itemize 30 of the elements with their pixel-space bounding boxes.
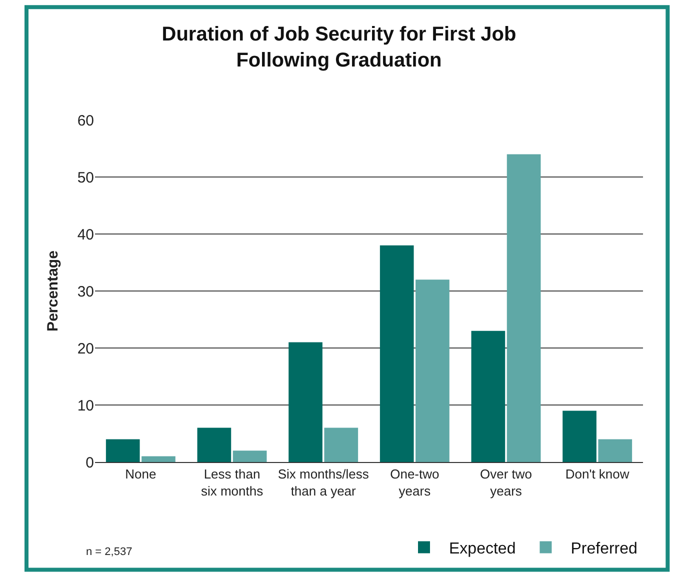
bar: [232, 450, 267, 462]
x-tick-label: Six months/less than a year: [278, 466, 370, 498]
bar: [598, 439, 632, 462]
legend-label: Preferred: [570, 540, 638, 558]
bar: [506, 154, 541, 462]
text: n = 2,537: [86, 546, 132, 558]
bar: [324, 428, 358, 462]
y-tick-label: 10: [77, 397, 94, 414]
legend-label: Expected: [449, 540, 516, 558]
y-tick-label: 60: [77, 112, 94, 130]
y-tick-label: 0: [86, 454, 94, 472]
y-tick-label: 40: [77, 226, 94, 244]
x-tick-label: Over two years: [480, 466, 532, 498]
x-tick-label: None: [125, 466, 156, 482]
bar: [562, 410, 596, 462]
x-tick-label: Don't know: [565, 466, 630, 482]
y-tick-label: 50: [77, 169, 94, 186]
bar: [197, 428, 232, 462]
y-tick-label: 20: [77, 340, 94, 358]
y-axis-title: Percentage: [44, 250, 62, 332]
bar: [416, 280, 450, 462]
bar: [106, 439, 140, 462]
bar: [471, 330, 506, 462]
bar: [288, 342, 322, 462]
x-tick-label: One-two years: [390, 466, 440, 498]
x-tick-label: Less than six months: [200, 466, 264, 498]
bar: [142, 456, 176, 462]
chart-title: Duration of Job Security for First Job Following Graduation: [162, 23, 516, 72]
y-tick-label: 30: [77, 283, 94, 300]
bar: [380, 245, 414, 462]
